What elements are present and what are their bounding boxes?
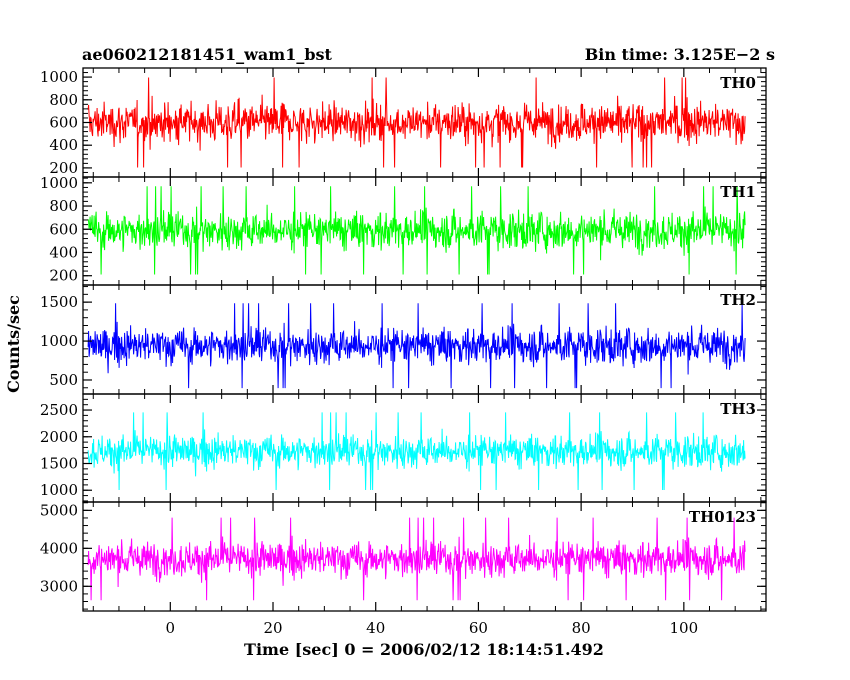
y-tick-label: 1000 [40, 481, 78, 499]
y-axis-label: Counts/sec [4, 295, 23, 393]
panel-label: TH2 [720, 291, 756, 309]
series-line-th0 [87, 77, 746, 168]
x-tick-label: 0 [166, 619, 176, 637]
x-tick-label: 20 [263, 619, 282, 637]
panel-label: TH0123 [689, 508, 756, 526]
panel-th2: 500 1000 1500 TH2 [40, 284, 767, 395]
y-tick-label: 1000 [40, 332, 78, 350]
y-tick-label: 4000 [40, 539, 78, 557]
chart-title: ae060212181451_wam1_bst [82, 45, 333, 64]
panel-label: TH0 [720, 74, 756, 92]
y-tick-label: 600 [49, 114, 78, 132]
series-line-th3 [87, 412, 746, 491]
panel-th3: 1000 1500 2000 2500 TH3 [40, 393, 767, 503]
y-tick-label: 1500 [40, 455, 78, 473]
y-tick-label: 800 [49, 91, 78, 109]
x-tick-label: 100 [670, 619, 699, 637]
y-tick-label: 2000 [40, 428, 78, 446]
y-tick-label: 800 [49, 197, 78, 215]
panel-th0123: 3000 4000 5000 TH0123 [40, 501, 767, 612]
y-tick-label: 1500 [40, 293, 78, 311]
panel-frame [82, 501, 767, 612]
panel-th0: 200 400 600 800 1000 TH0 [40, 67, 767, 178]
series-line-th1 [87, 186, 746, 275]
series-line-th2 [87, 303, 746, 389]
panel-th1: 200 400 600 800 1000 TH1 [40, 174, 767, 286]
panel-label: TH1 [720, 183, 756, 201]
y-tick-label: 5000 [40, 501, 78, 519]
y-tick-label: 200 [49, 159, 78, 177]
y-tick-label: 600 [49, 220, 78, 238]
y-tick-label: 1000 [40, 68, 78, 86]
y-tick-label: 2500 [40, 401, 78, 419]
y-tick-label: 200 [49, 267, 78, 285]
x-tick-label: 80 [572, 619, 591, 637]
y-tick-label: 500 [49, 371, 78, 389]
bin-time-label: Bin time: 3.125E−2 s [585, 45, 775, 64]
y-tick-label: 400 [49, 243, 78, 261]
x-tick-label: 40 [366, 619, 385, 637]
x-axis-label: Time [sec] 0 = 2006/02/12 18:14:51.492 [244, 640, 604, 659]
series-line-th0123 [87, 517, 746, 601]
y-tick-label: 3000 [40, 577, 78, 595]
y-tick-label: 400 [49, 136, 78, 154]
panel-label: TH3 [720, 400, 756, 418]
x-tick-label: 60 [469, 619, 488, 637]
y-tick-label: 1000 [40, 174, 78, 192]
